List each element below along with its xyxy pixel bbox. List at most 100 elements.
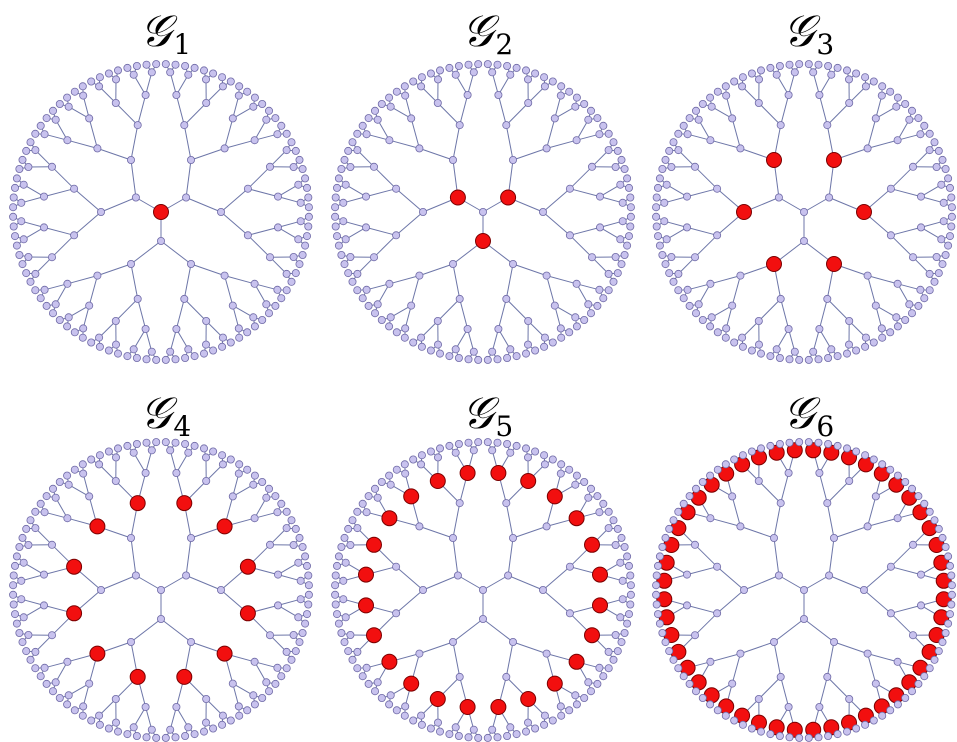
tree-node <box>63 700 72 709</box>
tree-node <box>556 702 565 711</box>
tree-node <box>331 600 340 609</box>
tree-node <box>243 87 252 96</box>
tree-node <box>362 508 371 517</box>
tree-edge <box>694 166 718 190</box>
tree-node <box>655 619 664 628</box>
tree-node <box>19 235 28 244</box>
tree-node <box>938 533 947 542</box>
tree-node <box>946 232 955 241</box>
tree-node <box>572 279 581 288</box>
tree-node <box>909 540 918 549</box>
highlighted-node <box>381 653 398 670</box>
tree-edge <box>890 612 914 636</box>
tree-edge <box>546 275 556 306</box>
tree-node <box>17 217 26 226</box>
panel-title-subscript: 1 <box>173 28 191 61</box>
tree-edge <box>67 275 98 285</box>
tree-node <box>565 706 574 715</box>
tree-edge <box>482 618 514 643</box>
tree-edge <box>710 517 741 527</box>
tree-node <box>433 340 442 349</box>
tree-node <box>901 477 910 486</box>
tree-node <box>593 301 602 310</box>
tree-node <box>917 223 926 232</box>
tree-node <box>886 87 895 96</box>
tree-node <box>493 438 502 447</box>
tree-node <box>877 91 886 100</box>
tree-edge <box>452 503 461 539</box>
tree-node <box>893 322 902 331</box>
tree-node <box>273 570 282 579</box>
tree-node <box>504 571 513 580</box>
tree-node <box>180 121 189 130</box>
tree-node <box>418 586 427 595</box>
tree-node <box>24 162 33 171</box>
tree-node <box>63 279 72 288</box>
tree-node <box>843 727 852 736</box>
tree-node <box>795 438 804 447</box>
tree-node <box>772 70 781 79</box>
tree-node <box>24 252 33 261</box>
tree-node <box>339 576 348 585</box>
tree-node <box>296 576 305 585</box>
tree-node <box>385 93 394 102</box>
highlighted-node <box>89 645 106 662</box>
tree-node <box>12 552 21 561</box>
tree-node <box>15 250 24 259</box>
tree-edge <box>452 125 461 161</box>
tree-edge <box>890 188 922 198</box>
tree-node <box>370 106 379 115</box>
tree-node <box>658 543 667 552</box>
tree-node <box>508 638 517 647</box>
tree-node <box>464 733 473 742</box>
highlighted-node <box>584 536 600 553</box>
tree-edge <box>686 188 718 198</box>
tree-node <box>871 492 880 501</box>
tree-node <box>493 355 502 364</box>
tree-edge <box>686 566 718 576</box>
highlighted-node <box>449 189 466 206</box>
highlighted-node <box>690 489 707 506</box>
tree-node <box>93 271 102 280</box>
tree-node <box>10 232 19 241</box>
tree-node <box>599 672 608 681</box>
tree-node <box>941 164 950 173</box>
highlighted-node <box>490 465 507 481</box>
tree-node <box>243 465 252 474</box>
tree-node <box>920 499 929 508</box>
tree-node <box>946 561 955 570</box>
tree-node <box>409 455 418 464</box>
tree-node <box>740 586 749 595</box>
tree-node <box>584 300 593 309</box>
tree-node <box>337 629 346 638</box>
highlighted-node <box>888 476 905 493</box>
tree-node <box>199 727 208 736</box>
tree-node <box>754 695 763 704</box>
tree-node <box>691 162 700 171</box>
tree-node <box>258 694 267 703</box>
tree-node <box>186 638 195 647</box>
tree-edge <box>175 94 185 126</box>
tree-node <box>234 469 243 478</box>
tree-node <box>947 193 956 202</box>
tree-node <box>738 451 747 460</box>
tree-node <box>616 613 625 622</box>
tree-node <box>522 349 531 358</box>
tree-node <box>262 300 271 309</box>
tree-node <box>713 231 722 240</box>
highlighted-node <box>475 233 491 249</box>
tree-edge <box>507 537 514 576</box>
tree-node <box>129 70 138 79</box>
tree-node <box>522 727 531 736</box>
tree-node <box>454 62 463 71</box>
tree-node <box>282 269 291 278</box>
tree-node <box>201 75 210 84</box>
tree-node <box>713 562 722 571</box>
tree-node <box>26 516 35 525</box>
tree-node <box>587 309 596 318</box>
tree-node <box>385 700 394 709</box>
tree-node <box>827 70 836 79</box>
tree-node <box>757 727 766 736</box>
tree-node <box>435 66 444 75</box>
tree-node <box>623 619 632 628</box>
